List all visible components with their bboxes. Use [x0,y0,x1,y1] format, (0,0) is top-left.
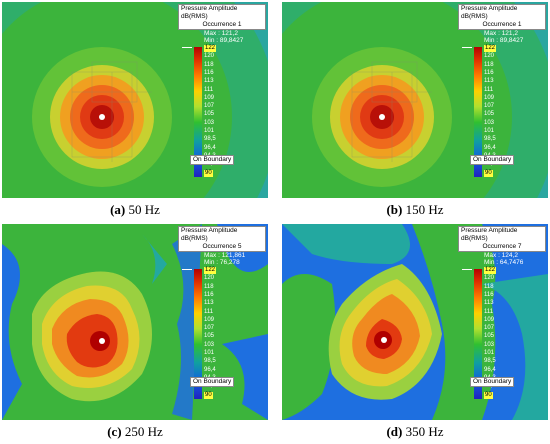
tick-label: 101 [484,128,495,134]
tick-label: 111 [484,308,494,315]
tick-label: 116 [484,69,494,76]
tick-label: 113 [204,78,214,85]
panel-c: Pressure Amplitude dB(RMS) Occurrence 5 … [2,224,268,420]
tick-label: 118 [484,283,494,290]
tick-label: 120 [484,53,495,60]
caption-a: (a) 50 Hz [110,202,160,217]
legend-min: Min : 89,8427 [204,37,244,44]
legend-min: Min : 89,8427 [484,37,524,44]
color-scale-bar [474,47,482,177]
tick-label: 103 [204,119,215,126]
tick-label: 105 [484,333,495,340]
legend-b: Pressure Amplitude dB(RMS) Occurrence 1 … [458,4,546,194]
tick-label: 90 [484,169,493,177]
tick-label: 109 [204,94,215,101]
legend-title: Pressure Amplitude dB(RMS) [181,5,238,20]
tick-label: 103 [484,341,495,348]
legend-title: Pressure Amplitude dB(RMS) [461,5,518,20]
tick-label: 96,4 [204,144,216,151]
caption-b: (b) 150 Hz [386,202,444,217]
tick-label: 98,5 [484,136,496,143]
legend-min: Min : 64,7476 [484,259,524,266]
tick-label: 116 [484,291,494,298]
tick-label: 120 [204,275,215,282]
tick-label: 109 [484,316,495,323]
tick-label: 98,5 [204,358,216,365]
tick-label: 113 [484,300,494,307]
tick-label: 105 [484,111,495,118]
tick-label: 111 [484,86,494,93]
tick-label: 96,4 [484,366,496,373]
tick-label: 90 [204,391,213,399]
tick-label: 90 [484,391,493,399]
tick-label: 101 [484,350,495,356]
panel-b: Pressure Amplitude dB(RMS) Occurrence 1 … [282,2,548,198]
tick-label: 116 [204,291,214,298]
panel-d: Pressure Amplitude dB(RMS) Occurrence 7 … [282,224,548,420]
tick-label: 107 [204,103,215,110]
legend-boundary: On Boundary [190,377,235,387]
tick-label: 122 [484,267,497,274]
color-scale-bar [474,269,482,399]
scale-arrow-icon [462,47,472,52]
tick-label: 98,5 [484,358,496,365]
tick-label: 101 [204,350,215,356]
tick-label: 107 [484,103,495,110]
tick-label: 90 [204,169,213,177]
tick-label: 120 [484,275,495,282]
legend-occurrence: Occurrence 5 [202,243,242,250]
pressure-field-d [282,224,548,420]
tick-label: 113 [484,78,494,85]
tick-label: 111 [204,86,214,93]
legend-min: Min : 76,278 [204,259,240,266]
color-scale-bar [194,47,202,177]
tick-label: 98,5 [204,136,216,143]
tick-label: 118 [204,61,214,68]
tick-label: 109 [484,94,495,101]
scale-arrow-icon [182,47,192,52]
scale-arrow-icon [182,269,192,274]
legend-boundary: On Boundary [470,377,515,387]
tick-label: 101 [204,128,215,134]
tick-label: 116 [204,69,214,76]
tick-labels: 122 120 118 116 113 111 109 107 105 103 101 98,5 96,… [204,45,244,181]
legend-a: Pressure Amplitude dB(RMS) Occurrence 1 … [178,4,266,194]
tick-label: 118 [204,283,214,290]
legend-boundary: On Boundary [470,155,515,165]
tick-label: 122 [484,45,497,52]
tick-label: 113 [204,300,214,307]
tick-label: 111 [204,308,214,315]
legend-occurrence: Occurrence 7 [482,243,522,250]
tick-label: 120 [204,53,215,60]
tick-label: 107 [484,325,495,332]
legend-occurrence: Occurrence 1 [482,21,522,28]
caption-c: (c) 250 Hz [107,424,163,439]
tick-label: 109 [204,316,215,323]
scale-arrow-icon [462,269,472,274]
legend-max: Max : 121,861 [204,252,246,259]
tick-label: 105 [204,333,215,340]
caption-d: (d) 350 Hz [386,424,444,439]
tick-label: 122 [204,45,217,52]
legend-title: Pressure Amplitude dB(RMS) [181,227,238,242]
panel-a: Pressure Amplitude dB(RMS) Occurrence 1 … [2,2,268,198]
tick-label: 122 [204,267,217,274]
legend-d: Pressure Amplitude dB(RMS) Occurrence 7 … [458,226,546,416]
legend-max: Max : 124,2 [484,252,518,259]
tick-label: 105 [204,111,215,118]
legend-boundary: On Boundary [190,155,235,165]
tick-label: 103 [484,119,495,126]
tick-label: 118 [484,61,494,68]
legend-title: Pressure Amplitude dB(RMS) [461,227,518,242]
tick-label: 96,4 [204,366,216,373]
tick-label: 107 [204,325,215,332]
legend-occurrence: Occurrence 1 [202,21,242,28]
legend-c: Pressure Amplitude dB(RMS) Occurrence 5 … [178,226,266,416]
color-scale-bar [194,269,202,399]
legend-max: Max : 121,2 [484,30,518,37]
tick-label: 96,4 [484,144,496,151]
tick-label: 103 [204,341,215,348]
legend-max: Max : 121,2 [204,30,238,37]
